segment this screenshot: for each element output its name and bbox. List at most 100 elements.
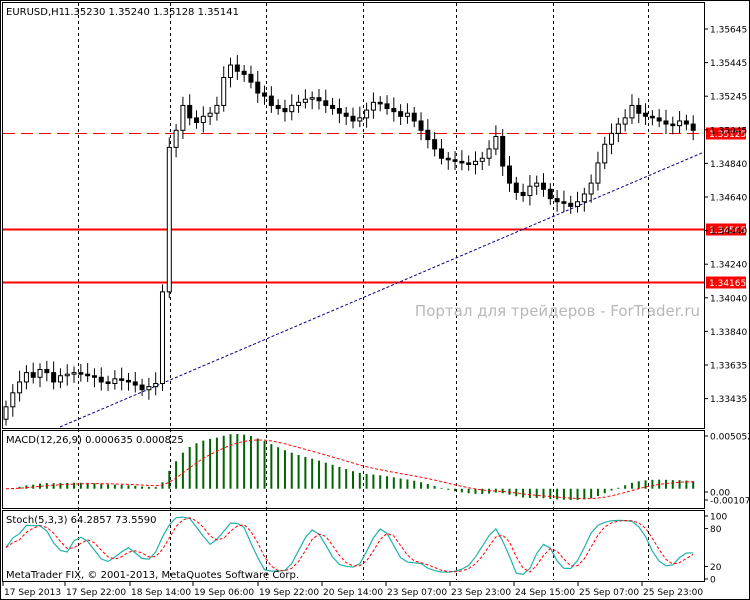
y-tick-label: 1.33840 [710, 328, 747, 338]
y-tick-label: 1.34440 [710, 227, 747, 237]
candle-body [132, 381, 138, 386]
candle-body [370, 101, 376, 111]
candle-body [17, 381, 23, 394]
candle-body [234, 64, 240, 72]
x-tick-label: 17 Sep 2013 [4, 588, 61, 598]
x-tick-label: 23 Sep 07:00 [387, 588, 447, 598]
candle-body [609, 132, 615, 145]
candle-body [214, 104, 220, 114]
x-tick-label: 19 Sep 06:00 [194, 588, 254, 598]
candle-body [85, 373, 91, 377]
price-level-label: 1.34505 [709, 226, 746, 236]
candle-body [384, 103, 390, 110]
trend-line[interactable] [59, 151, 705, 428]
candle-body [575, 201, 581, 207]
y-tick-label: 1.35645 [710, 26, 747, 36]
candle-body [180, 104, 186, 131]
price-level-tag [706, 223, 746, 236]
y-tick-label: 0 [710, 576, 716, 586]
candle-body [622, 117, 628, 125]
candle-body [663, 120, 669, 125]
candle-body [159, 291, 165, 385]
candle-body [527, 185, 533, 197]
candle-body [595, 162, 601, 184]
price-level-label: 1.35125 [709, 130, 746, 140]
candle-body [44, 369, 50, 374]
candle-body [275, 104, 281, 110]
candle-body [561, 201, 567, 204]
x-tick-label: 19 Sep 22:00 [259, 588, 319, 598]
candle-body [459, 160, 465, 164]
candle-body [683, 120, 689, 125]
candle-body [432, 139, 438, 150]
candle-body [71, 372, 77, 375]
stoch-main-line [5, 516, 694, 575]
candle-body [282, 108, 288, 113]
candle-body [343, 112, 349, 117]
candle-body [248, 73, 254, 83]
candle-body [194, 117, 200, 124]
candle-body [513, 182, 519, 193]
candle-body [262, 92, 268, 97]
x-axis-ticks: 17 Sep 2013 17 Sep 22:00 18 Sep 14:00 19 Se… [2, 582, 703, 598]
candle-body [472, 160, 478, 165]
candle-body [105, 381, 111, 385]
y-tick-label: -0.001079 [710, 497, 750, 507]
candle-body [554, 198, 560, 203]
macd-signal-line [5, 439, 694, 500]
chart-title: EURUSD,H1 [6, 7, 65, 18]
y-tick-label: 100 [710, 513, 727, 523]
price-pane [2, 2, 705, 429]
candle-body [221, 76, 227, 106]
y-tick-label: 20 [710, 563, 722, 573]
macd-title: MACD(12,26,9) 0.000635 0.000825 [6, 435, 184, 446]
stoch-title: Stoch(5,3,3) 64.2857 73.5590 [6, 515, 157, 526]
candle-body [309, 97, 315, 100]
candle-body [418, 120, 424, 131]
candle-body [228, 64, 234, 78]
candle-body [466, 162, 472, 165]
candle-body [112, 378, 118, 385]
candle-body [323, 100, 329, 106]
y-tick-label: 1.35045 [710, 126, 747, 136]
stoch-pane [2, 510, 705, 582]
candle-body [438, 148, 444, 159]
candle-body [404, 112, 410, 117]
x-tick-label: 20 Sep 14:00 [323, 588, 383, 598]
y-tick-label: 1.35245 [710, 93, 747, 103]
candle-body [581, 193, 587, 203]
candle-body [57, 375, 63, 383]
candle-body [30, 372, 36, 378]
candle-body [23, 372, 29, 383]
candle-body [398, 111, 404, 117]
candle-body [91, 375, 97, 378]
candle-body [357, 117, 363, 122]
candle-body [289, 104, 295, 113]
candle-body [670, 123, 676, 127]
x-tick-label: 25 Sep 23:00 [643, 588, 703, 598]
macd-pane [2, 430, 705, 509]
ohlc-header: 1.35230 1.35240 1.35128 1.35141 [64, 7, 239, 18]
candle-body [207, 112, 213, 117]
price-level-tag [706, 127, 746, 140]
candle-body [629, 104, 635, 119]
y-tick-label: 0.005052 [710, 433, 750, 443]
candle-body [677, 120, 683, 127]
candle-body [187, 104, 193, 119]
x-tick-label: 24 Sep 15:00 [515, 588, 575, 598]
candle-body [493, 136, 499, 150]
candle-body [10, 392, 16, 408]
candle-body [500, 136, 506, 167]
price-level-tag [706, 276, 746, 289]
x-tick-label: 17 Sep 22:00 [66, 588, 126, 598]
candle-body [452, 159, 458, 162]
macd-series [5, 434, 695, 501]
candle-body [649, 115, 655, 119]
candle-body [200, 115, 206, 124]
candle-body [119, 378, 125, 381]
candle-body [302, 98, 308, 103]
candle-body [3, 406, 9, 420]
y-tick-label: 1.34240 [710, 261, 747, 271]
y-tick-label: 1.34840 [710, 160, 747, 170]
